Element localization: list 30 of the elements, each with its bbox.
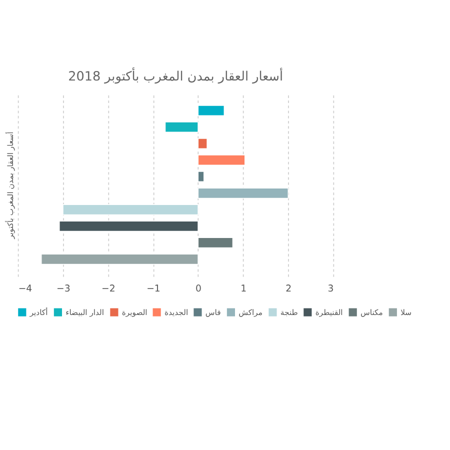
bar [62,204,199,216]
legend-label: مراكش [238,308,262,317]
legend-label: الصويرة [122,308,148,317]
bar [40,254,199,265]
legend-label: طنجة [280,308,298,317]
x-tick-label: −3 [56,283,70,294]
x-tick-label: −1 [146,283,160,294]
legend-label: القنيطرة [315,308,343,317]
legend-label: فاس [205,308,222,317]
x-tick-label: −4 [18,283,32,294]
chart-title: أسعار العقار بمدن المغرب بأكتوبر 2018 [68,66,284,84]
bar [198,105,225,116]
bar [58,220,199,232]
legend-label: سلا [400,308,412,317]
x-tick-label: 3 [328,283,334,294]
y-axis-title: أسعار العقار بمدن المغرب بأكتوبر [5,132,16,240]
bar [198,154,246,166]
x-tick-label: 1 [240,283,247,294]
legend-label: الدار البيضاء [66,308,104,317]
bar [198,237,234,248]
bar [164,122,199,133]
legend-label: مكناس [360,308,383,317]
x-tick-label: 2 [286,283,292,294]
legend-label: أكادير [28,306,48,317]
x-tick-label: 0 [196,283,202,294]
bar [198,171,204,182]
legend-label: الجديدة [164,308,188,317]
x-tick-label: −2 [102,283,116,294]
bar [198,188,289,199]
bar [198,138,208,150]
